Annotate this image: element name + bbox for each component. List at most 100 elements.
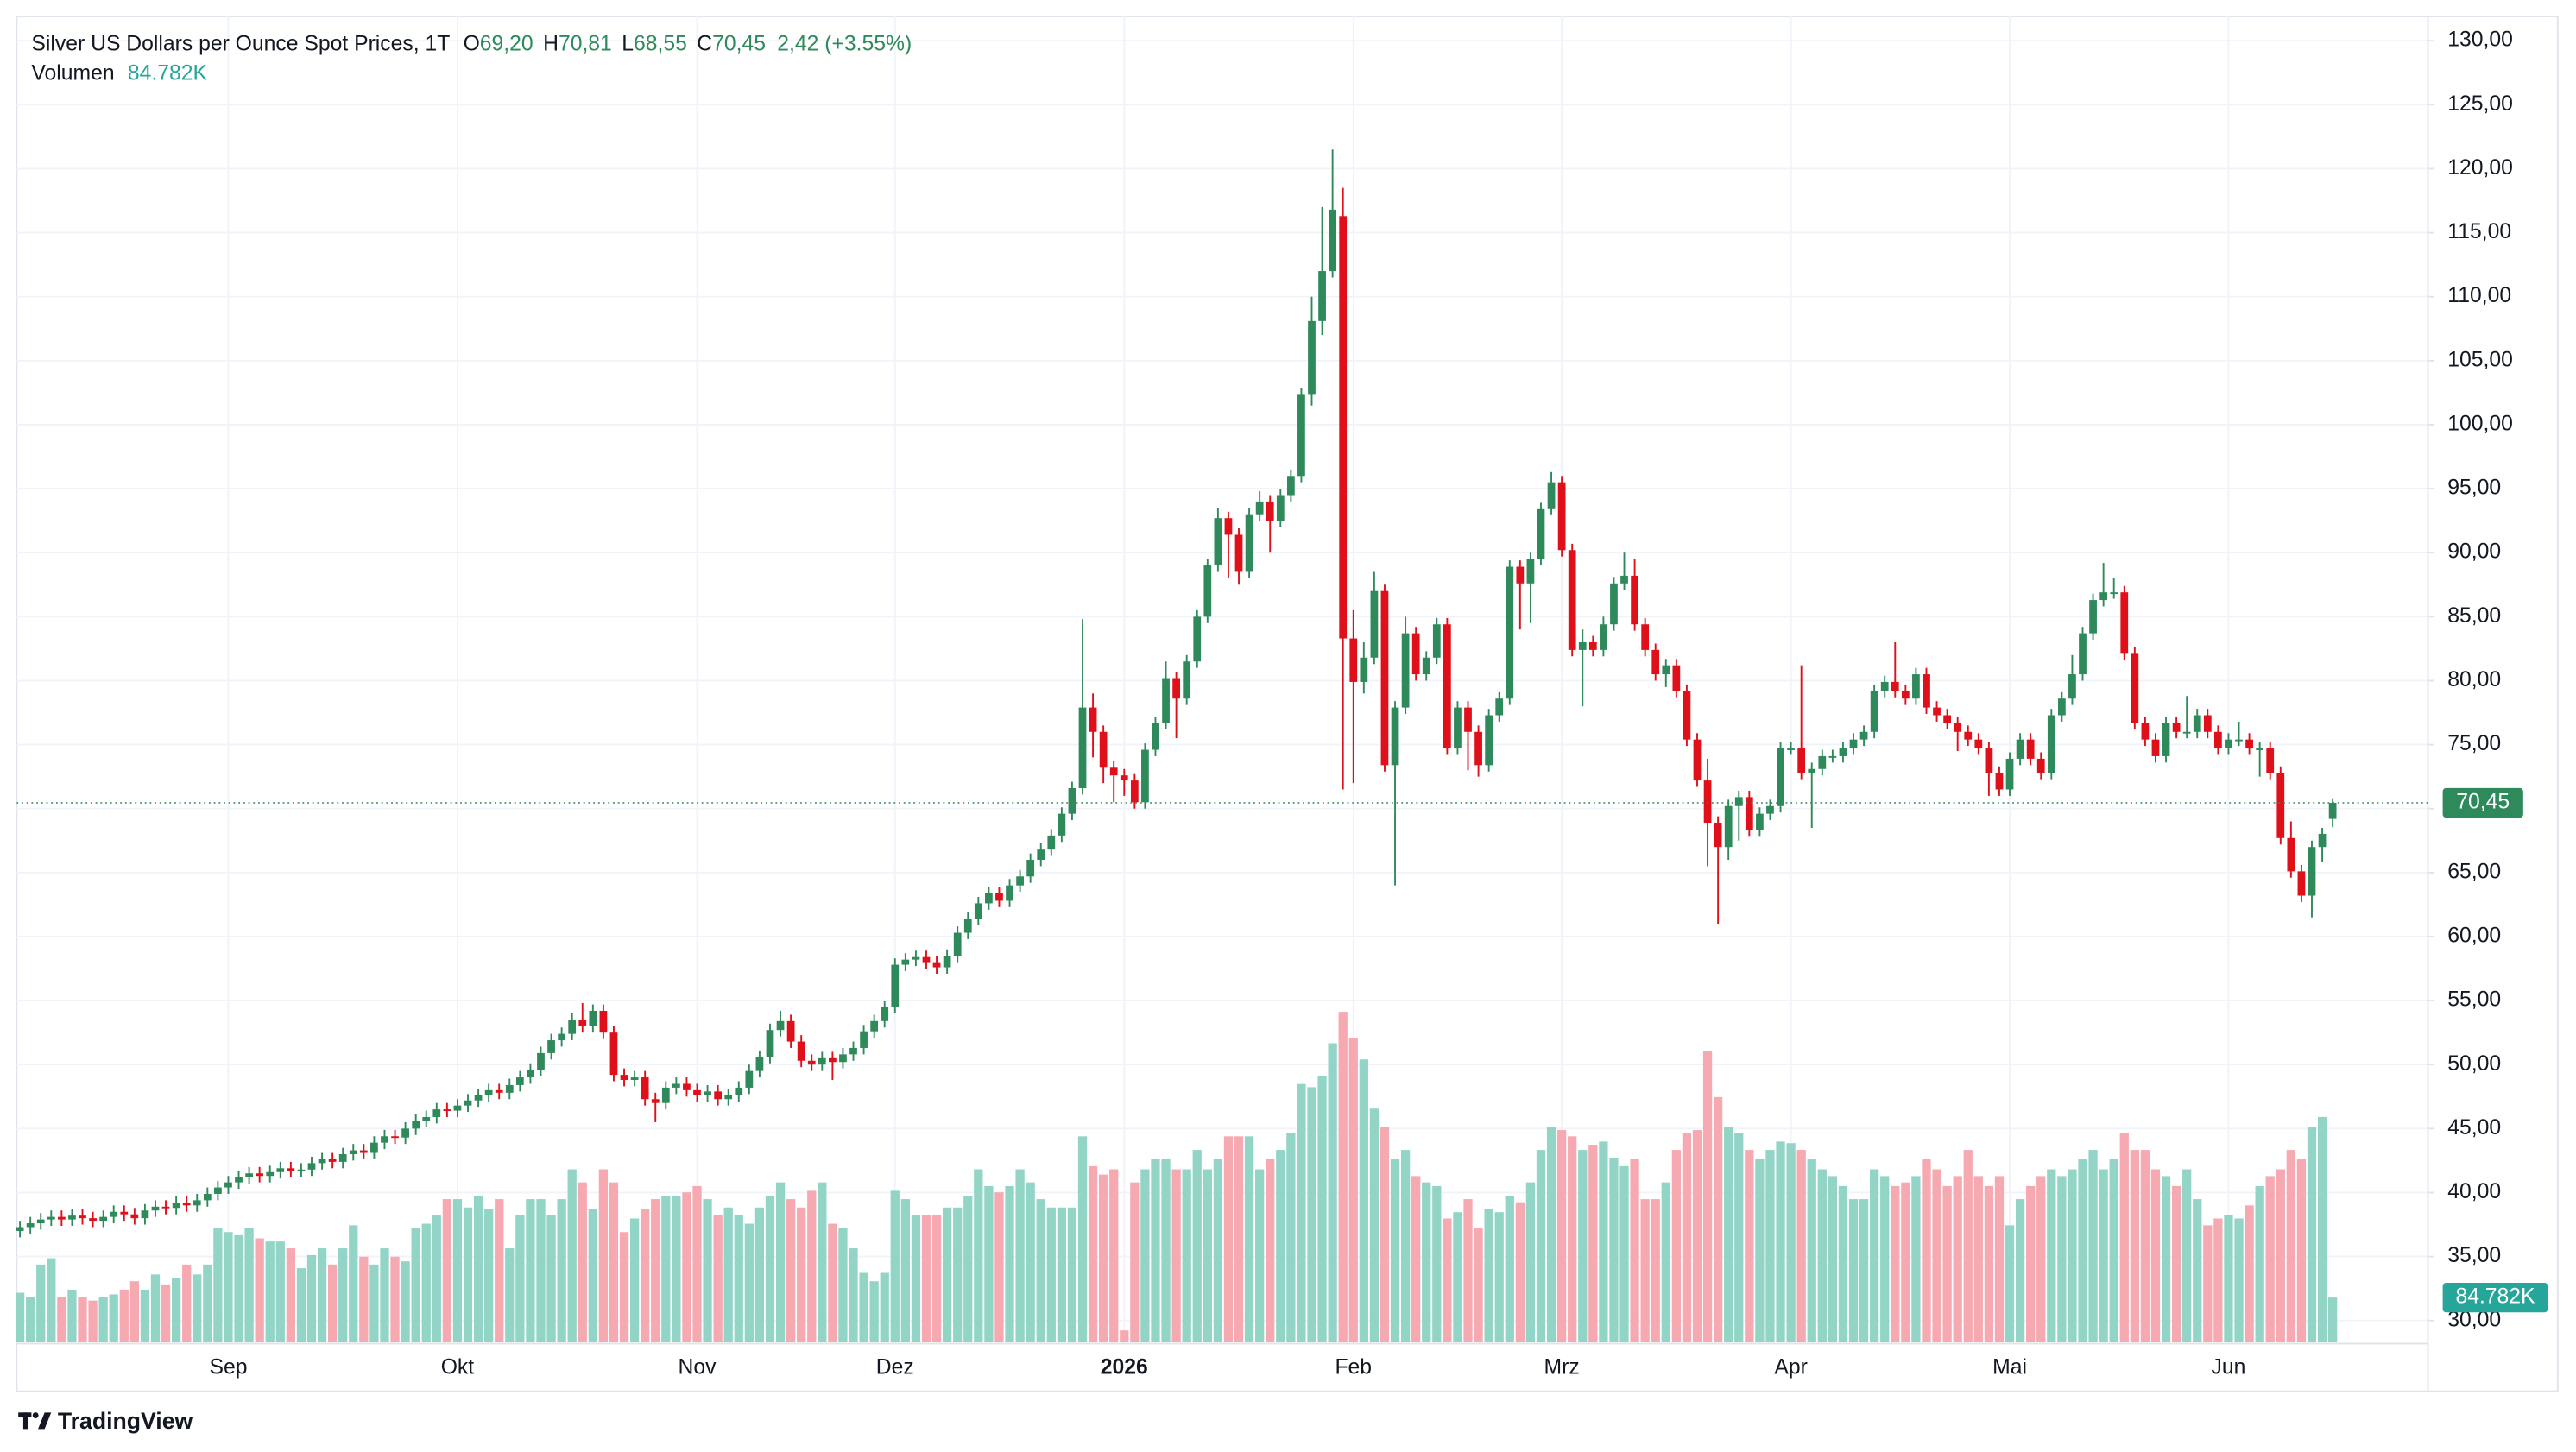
- candle-body: [1954, 723, 1962, 732]
- volume-bar: [213, 1228, 223, 1342]
- candle-body: [2266, 748, 2275, 773]
- volume-bar: [1755, 1158, 1765, 1342]
- candle-body: [2308, 847, 2316, 896]
- volume-bar: [2265, 1176, 2275, 1342]
- candle-body: [1683, 691, 1691, 740]
- candle-body: [1443, 624, 1451, 749]
- candle-body: [443, 1109, 451, 1112]
- candle-body: [630, 1077, 639, 1081]
- volume-bar: [734, 1215, 743, 1342]
- candle-body: [1839, 748, 1847, 756]
- candle-body: [932, 962, 941, 968]
- volume-bar: [619, 1232, 629, 1342]
- candle-body: [1380, 590, 1389, 766]
- volume-bar: [26, 1297, 35, 1342]
- volume-bar: [2088, 1150, 2098, 1342]
- candle-body: [47, 1216, 55, 1220]
- candle-body: [1454, 707, 1462, 749]
- volume-bar: [775, 1182, 786, 1342]
- candle-body: [870, 1020, 879, 1032]
- candle-body: [1578, 641, 1587, 650]
- volume-bar: [828, 1223, 837, 1342]
- candle-body: [2245, 739, 2253, 749]
- volume-bar: [369, 1264, 379, 1342]
- candle-body: [2297, 871, 2306, 896]
- volume-bar: [193, 1274, 202, 1342]
- volume-bar: [349, 1225, 358, 1342]
- candle-body: [1391, 707, 1399, 766]
- volume-bar: [1266, 1158, 1275, 1342]
- candle-body: [1183, 661, 1191, 699]
- ohlc-value: 69,20: [480, 32, 534, 55]
- candle-body: [110, 1211, 118, 1217]
- axis-layer: 30,0035,0040,0045,0050,0055,0060,0065,00…: [16, 28, 2548, 1379]
- volume-bar: [1109, 1169, 1119, 1342]
- volume-bar: [1891, 1185, 1900, 1342]
- candle-body: [1349, 638, 1358, 682]
- volume-bar: [2109, 1158, 2118, 1342]
- candle-body: [16, 1227, 24, 1231]
- volume-bar: [2203, 1225, 2213, 1342]
- volume-bar: [473, 1196, 483, 1342]
- volume-bar: [859, 1272, 868, 1342]
- candle-body: [1234, 534, 1243, 572]
- volume-bar: [1411, 1176, 1421, 1342]
- volume-bar: [1432, 1185, 1442, 1342]
- volume-bar: [1494, 1212, 1504, 1342]
- candle-body: [1141, 749, 1149, 803]
- candle-body: [1797, 748, 1806, 773]
- candle-body: [1214, 518, 1222, 566]
- candle-body: [766, 1030, 774, 1057]
- volume-bar: [1765, 1150, 1775, 1342]
- volume-bar: [1807, 1158, 1816, 1342]
- volume-bar: [2276, 1169, 2285, 1342]
- x-tick-label: 2026: [1101, 1355, 1148, 1379]
- candle-body: [672, 1083, 680, 1088]
- candle-body: [1255, 501, 1264, 515]
- volume-bar: [1973, 1176, 1983, 1342]
- candle-body: [829, 1057, 837, 1063]
- volume-bar: [1026, 1182, 1035, 1342]
- volume-bar: [1922, 1158, 1931, 1342]
- candle-body: [1568, 550, 1576, 650]
- logo-part: [22, 1412, 28, 1430]
- symbol-title: Silver US Dollars per Ounce Spot Prices,…: [31, 32, 450, 55]
- volume-bar: [109, 1294, 118, 1342]
- candle-body: [849, 1047, 857, 1055]
- candle-body: [2235, 739, 2243, 742]
- volume-header: Volumen 84.782K: [31, 61, 207, 85]
- volume-bar: [421, 1223, 431, 1342]
- volume-bar: [1880, 1176, 1890, 1342]
- candle-body: [2089, 600, 2097, 634]
- candle-body: [1266, 501, 1274, 521]
- candle-body: [245, 1173, 253, 1177]
- logo-part: [38, 1412, 52, 1430]
- candle-body: [1099, 731, 1108, 768]
- volume-bar: [2015, 1199, 2025, 1342]
- ohlc-value: 68,55: [634, 32, 687, 55]
- candle-body: [589, 1010, 597, 1026]
- candle-body: [953, 932, 962, 956]
- candle-body: [1506, 566, 1514, 699]
- candle-body: [807, 1060, 816, 1065]
- volume-bar: [98, 1297, 108, 1342]
- candle-body: [1912, 674, 1920, 699]
- volume-bar: [1338, 1012, 1348, 1342]
- logo-part: [32, 1412, 39, 1418]
- volume-bar: [1859, 1199, 1869, 1342]
- volume-bar: [390, 1256, 400, 1342]
- candle-body: [276, 1168, 285, 1172]
- y-tick-label: 40,00: [2447, 1180, 2501, 1203]
- candle-body: [151, 1206, 160, 1211]
- candle-body: [99, 1216, 108, 1222]
- volume-bar: [567, 1169, 577, 1342]
- candle-body: [661, 1087, 670, 1103]
- candle-body: [901, 959, 910, 965]
- volume-bar: [338, 1248, 348, 1342]
- candle-body: [2225, 739, 2232, 749]
- volume-bar: [911, 1215, 921, 1342]
- candle-body: [1880, 681, 1889, 691]
- candle-body: [1130, 780, 1139, 803]
- volume-bar: [1525, 1182, 1536, 1342]
- volume-bar: [1901, 1182, 1910, 1342]
